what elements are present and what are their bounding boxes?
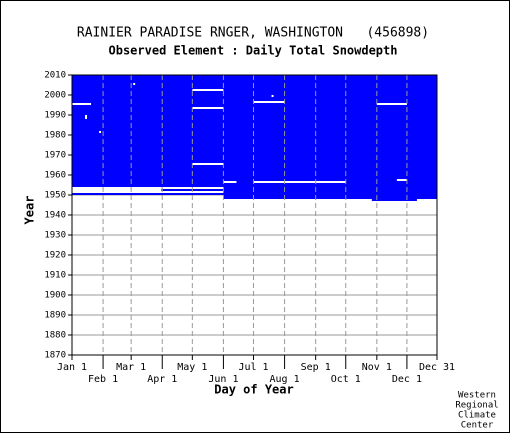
y-tick-label: 1960 xyxy=(44,171,66,181)
x-tick-label: Sep 1 xyxy=(301,362,331,373)
y-tick-label: 1950 xyxy=(44,191,66,201)
y-tick-label: 1940 xyxy=(44,211,66,221)
y-tick-label: 1990 xyxy=(44,111,66,121)
chart-title: RAINIER PARADISE RNGER, WASHINGTON (4568… xyxy=(77,26,429,41)
footer-text: Climate xyxy=(458,411,496,421)
x-tick-label: Oct 1 xyxy=(331,374,361,385)
x-tick-label: Aug 1 xyxy=(270,374,300,385)
coverage-gap xyxy=(376,103,407,105)
x-tick-label: May 1 xyxy=(177,362,207,373)
y-tick-label: 1870 xyxy=(44,351,66,361)
chart-subtitle: Observed Element : Daily Total Snowdepth xyxy=(109,44,398,58)
footer-text: Regional xyxy=(455,401,498,411)
coverage-block xyxy=(371,199,417,201)
y-axis-label: Year xyxy=(23,196,37,225)
y-tick-label: 1880 xyxy=(44,331,66,341)
y-tick-label: 1930 xyxy=(44,231,66,241)
x-tick-label: Nov 1 xyxy=(362,362,392,373)
y-tick-label: 1890 xyxy=(44,311,66,321)
y-tick-label: 1980 xyxy=(44,131,66,141)
coverage-gap xyxy=(253,101,285,103)
x-tick-label: Feb 1 xyxy=(88,374,118,385)
coverage-block xyxy=(72,75,437,187)
coverage-gap xyxy=(192,89,224,91)
x-tick-label: Jan 1 xyxy=(57,362,87,373)
y-tick-label: 2000 xyxy=(44,91,66,101)
x-tick-label: Jul 1 xyxy=(238,362,268,373)
coverage-gap xyxy=(253,181,346,183)
x-tick-label: Apr 1 xyxy=(147,374,177,385)
coverage-block xyxy=(223,187,437,199)
footer-text: Western xyxy=(458,391,496,401)
y-tick-label: 1970 xyxy=(44,151,66,161)
footer-text: Center xyxy=(461,421,494,431)
y-tick-label: 1910 xyxy=(44,271,66,281)
coverage-gap xyxy=(99,131,102,133)
coverage-gap xyxy=(85,115,88,119)
coverage-gap xyxy=(72,187,162,189)
x-axis-label: Day of Year xyxy=(214,383,293,397)
y-tick-label: 1920 xyxy=(44,251,66,261)
coverage-gap xyxy=(223,181,237,183)
x-tick-label: Jun 1 xyxy=(208,374,238,385)
coverage-gap xyxy=(192,163,224,165)
y-tick-label: 1900 xyxy=(44,291,66,301)
x-tick-label: Dec 1 xyxy=(392,374,422,385)
x-tick-label: Mar 1 xyxy=(116,362,146,373)
coverage-gap xyxy=(72,103,92,105)
coverage-gap xyxy=(192,107,224,109)
coverage-gap xyxy=(271,95,274,97)
coverage-gap xyxy=(133,83,136,85)
plot-frame xyxy=(71,74,438,356)
coverage-gap xyxy=(396,179,407,181)
x-tick-label: Dec 31 xyxy=(419,362,455,373)
y-tick-label: 2010 xyxy=(44,71,66,81)
